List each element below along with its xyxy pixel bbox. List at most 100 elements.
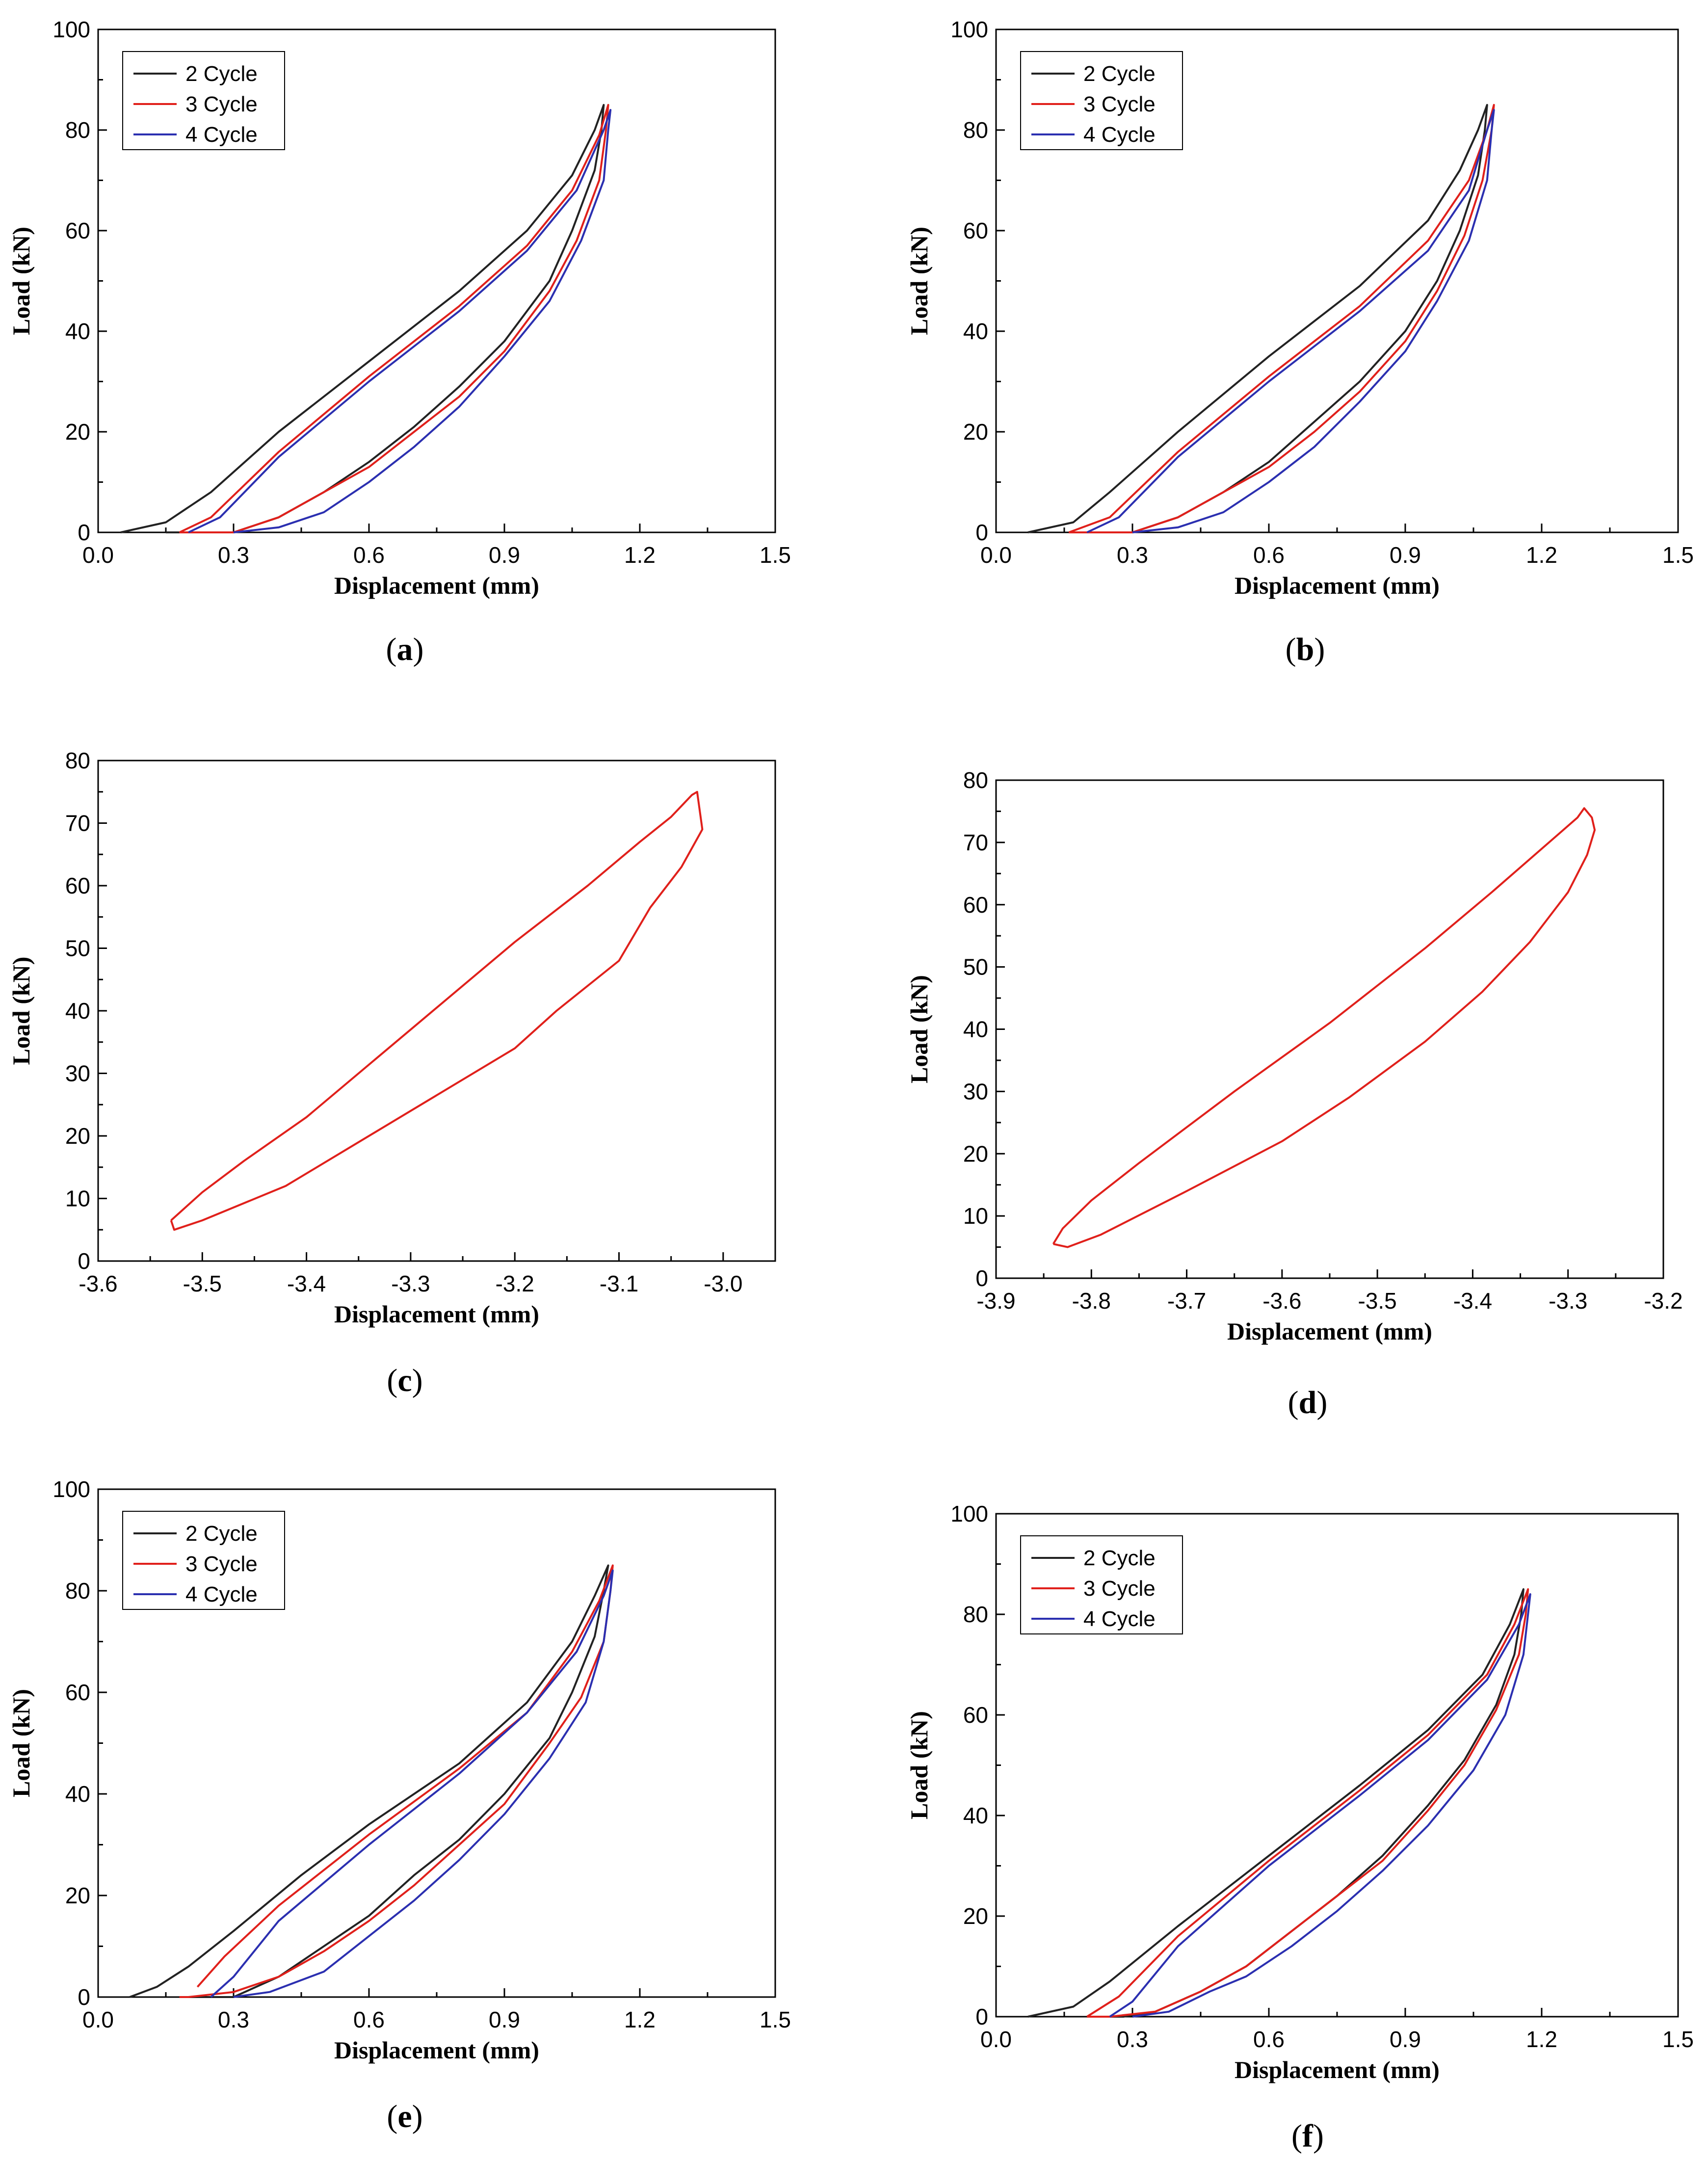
x-tick-label: -3.5: [183, 1271, 222, 1296]
y-tick-label: 0: [78, 1248, 90, 1274]
x-tick-label: -3.1: [600, 1271, 638, 1296]
series-line-2-cycle: [1027, 1588, 1524, 2018]
series-line-4-cycle: [188, 109, 612, 533]
y-tick-label: 40: [65, 318, 90, 344]
x-tick-label: -3.3: [391, 1271, 430, 1296]
legend-label: 2 Cycle: [185, 62, 258, 86]
y-tick-label: 0: [78, 520, 90, 545]
legend-label: 2 Cycle: [185, 1522, 258, 1546]
series-line-3-cycle: [179, 104, 609, 533]
chart-panel-e: 0.0 0.3 0.6 0.9 1.2 1.5 0 20 40 60 80 100 Displaceme…: [7, 1476, 791, 2134]
series-line-4-cycle: [210, 1569, 614, 1998]
plot-frame: [995, 779, 1664, 1279]
panel-caption: (c): [387, 1363, 422, 1398]
y-tick-label: 80: [963, 767, 988, 793]
x-axis-title: Displacement (mm): [334, 2036, 539, 2064]
x-tick-label: 1.2: [624, 542, 656, 568]
x-axis-title: Displacement (mm): [1235, 572, 1440, 599]
y-tick-label: 60: [963, 892, 988, 918]
y-tick-label: 30: [963, 1079, 988, 1104]
chart-panel-c: -3.6 -3.5 -3.4 -3.3 -3.2 -3.1 -3.0 0 10 20 30 40 50 6…: [7, 748, 776, 1398]
x-tick-label: 0.6: [353, 2007, 385, 2032]
x-tick-label: -3.0: [704, 1271, 742, 1296]
y-tick-label: 40: [963, 1803, 988, 1828]
x-tick-label: -3.8: [1072, 1288, 1111, 1314]
legend-box: [1020, 51, 1183, 150]
series-line-2-cycle: [129, 1564, 609, 1998]
caption-paren-open: (: [387, 1363, 397, 1398]
y-tick-label: 40: [65, 1781, 90, 1807]
y-axis-title: Load (kN): [7, 1689, 35, 1797]
x-axis-title: Displacement (mm): [1235, 2056, 1440, 2083]
y-tick-label: 20: [65, 1123, 90, 1149]
y-tick-label: 40: [963, 318, 988, 344]
series-line-3-cycle: [1068, 104, 1495, 533]
caption-paren-close: ): [413, 632, 424, 667]
x-tick-label: 0.3: [218, 2007, 249, 2032]
x-tick-label: 0.3: [1117, 2026, 1148, 2052]
series-line-4-cycle: [1086, 109, 1495, 533]
x-tick-label: -3.3: [1549, 1288, 1587, 1314]
caption-paren-open: (: [387, 2099, 397, 2134]
legend-box: [122, 1511, 285, 1610]
y-tick-label: 40: [65, 998, 90, 1024]
y-tick-label: 70: [963, 830, 988, 855]
y-tick-label: 20: [963, 1141, 988, 1166]
series-line-loop: [170, 790, 704, 1231]
y-tick-label: 100: [53, 1476, 90, 1502]
y-tick-label: 100: [53, 17, 90, 42]
y-tick-label: 100: [950, 1501, 988, 1526]
legend-box: [1020, 1535, 1183, 1634]
legend-box: [122, 51, 285, 150]
y-tick-label: 20: [963, 419, 988, 445]
caption-paren-close: ): [412, 2099, 423, 2134]
legend-label: 4 Cycle: [1083, 123, 1156, 147]
y-tick-label: 20: [65, 419, 90, 445]
y-tick-label: 0: [975, 2004, 988, 2029]
y-tick-label: 60: [65, 218, 90, 243]
y-tick-label: 20: [963, 1903, 988, 1929]
panel-caption: (e): [387, 2099, 422, 2134]
caption-letter: d: [1299, 1385, 1317, 1421]
x-tick-label: 0.6: [1253, 542, 1285, 568]
y-tick-label: 40: [963, 1017, 988, 1042]
y-tick-label: 60: [65, 1680, 90, 1705]
y-tick-label: 10: [65, 1186, 90, 1211]
series-line-4-cycle: [1109, 1593, 1531, 2018]
y-tick-label: 20: [65, 1883, 90, 1908]
legend-label: 3 Cycle: [185, 92, 258, 116]
caption-paren-close: ): [412, 1363, 423, 1398]
legend-label: 3 Cycle: [1083, 92, 1156, 116]
x-tick-label: -3.5: [1358, 1288, 1397, 1314]
x-axis-title: Displacement (mm): [1227, 1317, 1432, 1345]
chart-panel-f: 0.0 0.3 0.6 0.9 1.2 1.5 0 20 40 60 80 100 Displaceme…: [905, 1501, 1694, 2154]
caption-letter: e: [397, 2099, 412, 2134]
x-tick-label: 0.9: [489, 542, 520, 568]
x-tick-label: -3.2: [496, 1271, 534, 1296]
y-axis-title: Load (kN): [905, 227, 933, 335]
x-tick-label: 0.9: [1390, 542, 1421, 568]
x-tick-label: -3.6: [1262, 1288, 1301, 1314]
x-tick-label: 0.6: [353, 542, 385, 568]
y-tick-label: 60: [963, 1702, 988, 1728]
series-line-2-cycle: [1027, 104, 1488, 533]
legend-label: 3 Cycle: [185, 1552, 258, 1576]
panel-caption: (a): [386, 632, 424, 667]
x-tick-label: 0.9: [1390, 2026, 1421, 2052]
series-line-2-cycle: [120, 104, 605, 533]
x-tick-label: 0.0: [82, 542, 114, 568]
y-tick-label: 70: [65, 811, 90, 836]
x-tick-label: 0.3: [1117, 542, 1148, 568]
legend-label: 2 Cycle: [1083, 1546, 1156, 1570]
x-axis-title: Displacement (mm): [334, 1300, 539, 1328]
x-tick-label: -3.2: [1644, 1288, 1682, 1314]
panel-caption: (f): [1291, 2118, 1324, 2154]
x-tick-label: -3.4: [287, 1271, 326, 1296]
caption-letter: f: [1302, 2118, 1314, 2154]
y-tick-label: 80: [65, 117, 90, 143]
legend-label: 4 Cycle: [1083, 1607, 1156, 1631]
x-tick-label: 0.6: [1253, 2026, 1285, 2052]
y-axis-title: Load (kN): [7, 227, 35, 335]
y-tick-label: 50: [963, 954, 988, 980]
x-tick-label: 0.0: [980, 2026, 1012, 2052]
